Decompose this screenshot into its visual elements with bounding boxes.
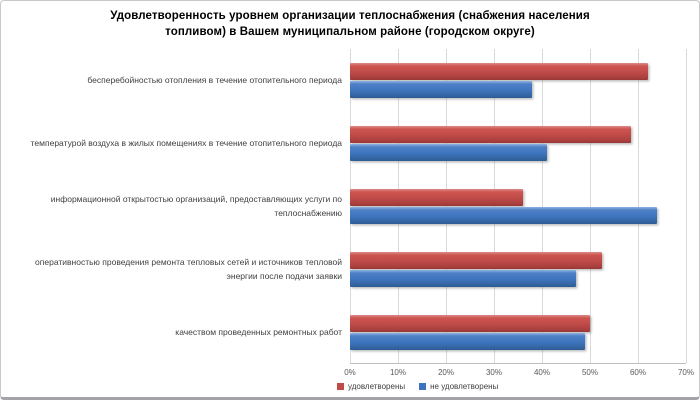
category-axis-labels: бесперебойностью отопления в течение ото…	[7, 49, 346, 364]
x-axis-tick-labels: 0% 10% 20% 30% 40% 50% 60% 70%	[344, 368, 694, 380]
x-tick-label: 50%	[581, 368, 598, 377]
x-tick-label: 40%	[533, 368, 550, 377]
legend-marker-not-satisfied	[419, 383, 427, 390]
bar-not-satisfied	[350, 144, 547, 161]
category-label: качеством проведенных ремонтных работ	[175, 326, 342, 337]
gridline	[398, 49, 399, 363]
legend-item: удовлетворены	[337, 382, 405, 391]
gridline	[350, 49, 351, 363]
legend-label: не удовлетворены	[430, 382, 499, 391]
bar-not-satisfied	[350, 333, 586, 350]
x-tick-label: 30%	[485, 368, 502, 377]
category-label: температурой воздуха в жилых помещениях …	[30, 137, 342, 148]
bar-not-satisfied	[350, 270, 576, 287]
category-label: бесперебойностью отопления в течение ото…	[87, 74, 342, 85]
gridline	[590, 49, 591, 363]
bar-not-satisfied	[350, 81, 533, 98]
category-label: информационной открытостью организаций, …	[50, 194, 342, 218]
bar-satisfied	[350, 252, 602, 269]
plot-area	[350, 49, 687, 364]
legend-label: удовлетворены	[348, 382, 406, 391]
gridline	[542, 49, 543, 363]
bar-satisfied	[350, 63, 648, 80]
chart-title: Удовлетворенность уровнем организации те…	[110, 10, 590, 39]
bar-satisfied	[350, 189, 523, 206]
legend-marker-satisfied	[337, 383, 344, 390]
legend: удовлетворены не удовлетворены	[337, 382, 498, 391]
bar-satisfied	[350, 315, 590, 332]
x-tick-label: 20%	[437, 368, 454, 377]
x-tick-label: 10%	[389, 368, 406, 377]
bar-not-satisfied	[350, 207, 658, 224]
category-label: оперативностью проведения ремонта теплов…	[35, 257, 342, 281]
gridline	[494, 49, 495, 363]
x-tick-label: 60%	[629, 368, 646, 377]
x-tick-label: 0%	[344, 368, 356, 377]
gridline	[446, 49, 447, 363]
bar-satisfied	[350, 126, 631, 143]
x-tick-label: 70%	[677, 368, 694, 377]
legend-item: не удовлетворены	[419, 382, 498, 391]
gridline	[686, 49, 687, 363]
gridline	[638, 49, 639, 363]
